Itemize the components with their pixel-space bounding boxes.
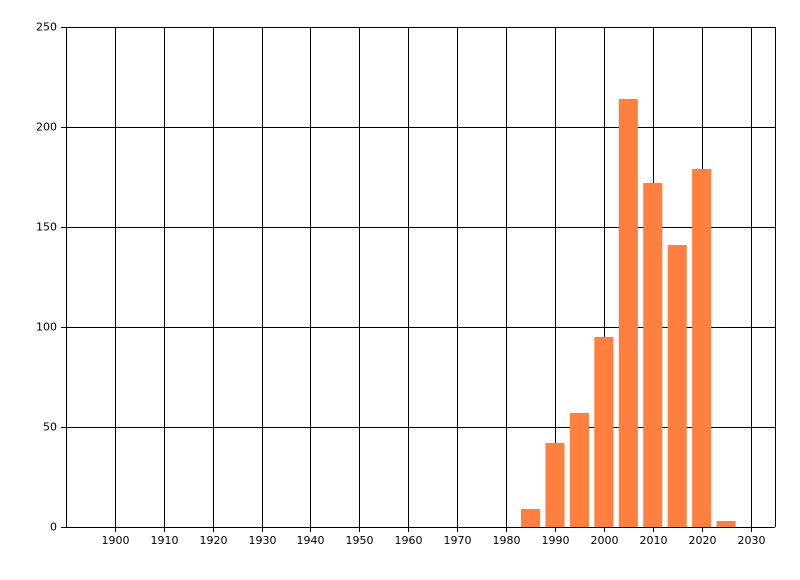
x-tick-label: 1950 [346,534,374,547]
x-tick-label: 1960 [395,534,423,547]
y-tick-label: 50 [43,421,57,434]
x-tick-label: 1980 [493,534,521,547]
x-tick-label: 1930 [249,534,277,547]
x-tick-label: 1940 [297,534,325,547]
bar [545,443,565,527]
y-tick-label: 150 [36,221,57,234]
bar [569,413,589,527]
x-tick-label: 2020 [689,534,717,547]
y-tick-label: 200 [36,121,57,134]
bar [520,509,541,527]
x-tick-label: 1910 [151,534,179,547]
x-tick-label: 1900 [102,534,130,547]
bar [618,99,638,527]
x-tick-label: 2000 [591,534,619,547]
x-tick-label: 2030 [738,534,766,547]
y-tick-label: 250 [36,21,57,34]
bar [716,521,736,527]
x-tick-label: 1990 [542,534,570,547]
bar [643,183,663,527]
bar [667,245,687,527]
bar [692,169,712,527]
x-tick-label: 2010 [640,534,668,547]
bar [594,337,614,527]
y-tick-label: 0 [50,521,57,534]
x-tick-label: 1970 [444,534,472,547]
x-tick-label: 1920 [200,534,228,547]
y-tick-label: 100 [36,321,57,334]
